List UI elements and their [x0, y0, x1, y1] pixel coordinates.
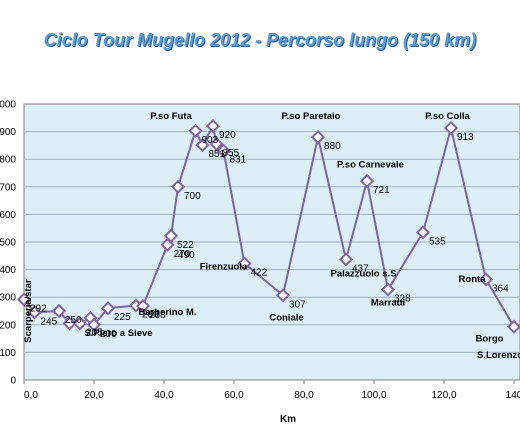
- data-label: 535: [429, 236, 446, 247]
- place-label: P.so Carnevale: [337, 159, 404, 170]
- data-label: 245: [41, 316, 58, 327]
- data-point: [62, 316, 77, 331]
- data-label: 260: [142, 309, 159, 320]
- data-point: [27, 305, 42, 320]
- y-tick-label: 400: [0, 265, 16, 276]
- place-label: P.so Colla: [425, 111, 470, 122]
- data-point: [275, 288, 291, 303]
- x-tick-label: 120,0: [431, 390, 456, 401]
- x-tick-label: 20,0: [84, 390, 104, 401]
- data-point: [237, 256, 252, 271]
- data-point: [443, 120, 459, 136]
- data-point: [72, 316, 88, 331]
- y-tick-label: 0: [10, 376, 16, 387]
- data-point: [380, 282, 396, 297]
- y-tick-label: 100: [0, 348, 16, 359]
- data-point: [188, 123, 203, 138]
- data-label: 490: [178, 250, 195, 261]
- place-labels: Scarperia/star S.Piero a Sieve Barberino M…: [23, 111, 520, 361]
- place-label: Marradi: [371, 297, 405, 308]
- data-markers: [16, 119, 520, 334]
- y-tick-label: 700: [0, 182, 16, 193]
- data-label: 268: [149, 310, 166, 321]
- grid-lines: [24, 131, 520, 353]
- data-point: [163, 228, 179, 243]
- data-label: 721: [373, 185, 390, 196]
- place-label: Ronta: [459, 274, 487, 285]
- y-tick-label: 600: [0, 210, 16, 221]
- x-axis-label: Km: [280, 414, 296, 425]
- y-tick-label: 300: [0, 293, 16, 304]
- data-point: [100, 301, 116, 316]
- data-label: 700: [184, 191, 201, 202]
- data-point: [16, 292, 32, 307]
- data-label: 205: [86, 327, 103, 338]
- data-point: [170, 179, 186, 194]
- data-label: 913: [457, 132, 474, 143]
- place-label: P.so Futa: [150, 111, 192, 122]
- data-point: [478, 272, 494, 287]
- data-point: [51, 303, 67, 319]
- y-tick-label: 500: [0, 238, 16, 249]
- y-axis-ticks: 0 100 200 300 400 500 600 700 800 900 1000: [0, 100, 16, 387]
- data-point: [209, 136, 224, 152]
- data-label: 200: [100, 329, 117, 340]
- place-label: Scarperia/star: [23, 279, 34, 343]
- data-label: 920: [219, 130, 236, 141]
- chart-title: Ciclo Tour Mugello 2012 - Percorso lungo…: [43, 30, 477, 50]
- data-label: 831: [230, 155, 247, 166]
- y-tick-label: 900: [0, 127, 16, 138]
- place-label: S.Lorenzo: [477, 350, 520, 361]
- data-label: 855: [223, 148, 240, 159]
- place-label: Firenzuola: [200, 262, 248, 273]
- data-point: [415, 225, 431, 240]
- data-point: [195, 138, 210, 153]
- data-point: [338, 252, 354, 267]
- data-label: 522: [177, 240, 194, 251]
- y-tick-label: 800: [0, 155, 16, 166]
- y-tick-label: 200: [0, 320, 16, 331]
- place-label: S.Piero a Sieve: [84, 328, 152, 339]
- place-label: Coniale: [269, 313, 303, 324]
- data-point: [216, 143, 231, 158]
- x-tick-label: 140: [506, 390, 520, 401]
- data-point: [506, 319, 520, 334]
- data-label: 437: [352, 263, 369, 274]
- data-label: 422: [251, 268, 268, 279]
- data-label: 307: [289, 299, 306, 310]
- x-tick-label: 40,0: [154, 390, 174, 401]
- place-label: Palazzuolo s.S: [331, 269, 397, 280]
- data-point: [359, 173, 375, 189]
- data-point: [310, 130, 326, 145]
- place-label: Borgo: [476, 333, 504, 344]
- elevation-line: [23, 123, 515, 328]
- data-label: 225: [114, 312, 131, 323]
- data-point: [86, 317, 102, 332]
- data-label: 270: [174, 249, 191, 260]
- x-tick-label: 100,0: [361, 390, 386, 401]
- x-axis-ticks: 0,0 20,0 40,0 60,0 80,0 100,0 120,0 140: [23, 380, 520, 401]
- x-tick-label: 0,0: [24, 390, 38, 401]
- x-tick-label: 60,0: [224, 390, 244, 401]
- place-label: P.so Paretaio: [282, 111, 341, 122]
- data-label: 292: [30, 303, 47, 314]
- data-label: 364: [492, 284, 509, 295]
- data-label: 328: [394, 293, 411, 304]
- data-label: 903: [202, 135, 219, 146]
- data-point: [135, 298, 151, 314]
- data-label: 250: [65, 315, 82, 326]
- data-point: [205, 119, 221, 134]
- data-label: 880: [324, 141, 341, 152]
- place-label: Barberino M.: [138, 307, 196, 318]
- data-label: 851: [209, 149, 226, 160]
- y-tick-label: 1000: [0, 100, 16, 111]
- x-tick-label: 80,0: [294, 390, 314, 401]
